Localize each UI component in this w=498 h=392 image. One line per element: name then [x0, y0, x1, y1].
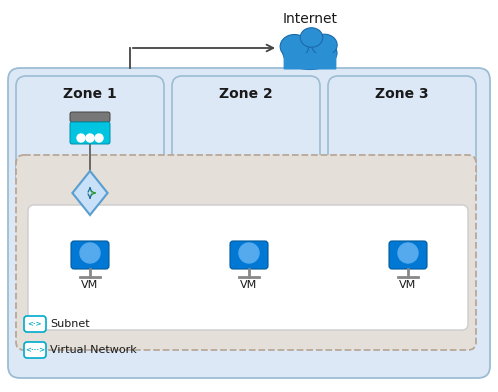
Circle shape — [239, 243, 259, 263]
FancyBboxPatch shape — [389, 241, 427, 269]
Text: VM: VM — [399, 280, 417, 290]
Text: Subnet: Subnet — [50, 319, 90, 329]
Text: Virtual Network: Virtual Network — [50, 345, 137, 355]
Circle shape — [80, 243, 100, 263]
FancyBboxPatch shape — [8, 68, 490, 378]
Circle shape — [95, 134, 103, 142]
Text: Internet: Internet — [282, 12, 338, 26]
Text: Zone 2: Zone 2 — [219, 87, 273, 101]
Text: Zone 3: Zone 3 — [375, 87, 429, 101]
Text: VM: VM — [81, 280, 99, 290]
Text: Zone 1: Zone 1 — [63, 87, 117, 101]
FancyBboxPatch shape — [283, 53, 337, 69]
FancyBboxPatch shape — [28, 205, 468, 330]
Ellipse shape — [312, 34, 337, 56]
Circle shape — [77, 134, 85, 142]
Text: <·>: <·> — [28, 321, 42, 327]
FancyBboxPatch shape — [71, 241, 109, 269]
FancyBboxPatch shape — [70, 112, 110, 122]
Ellipse shape — [280, 34, 309, 58]
FancyBboxPatch shape — [70, 122, 110, 144]
FancyBboxPatch shape — [16, 155, 476, 350]
Text: VM: VM — [241, 280, 257, 290]
FancyBboxPatch shape — [24, 342, 46, 358]
Polygon shape — [72, 171, 108, 215]
Ellipse shape — [283, 36, 337, 69]
FancyBboxPatch shape — [328, 76, 476, 186]
Text: <···>: <···> — [25, 347, 45, 353]
Circle shape — [398, 243, 418, 263]
FancyBboxPatch shape — [16, 76, 164, 186]
FancyBboxPatch shape — [230, 241, 268, 269]
Circle shape — [86, 134, 94, 142]
FancyBboxPatch shape — [24, 316, 46, 332]
Ellipse shape — [300, 28, 323, 47]
FancyBboxPatch shape — [172, 76, 320, 186]
